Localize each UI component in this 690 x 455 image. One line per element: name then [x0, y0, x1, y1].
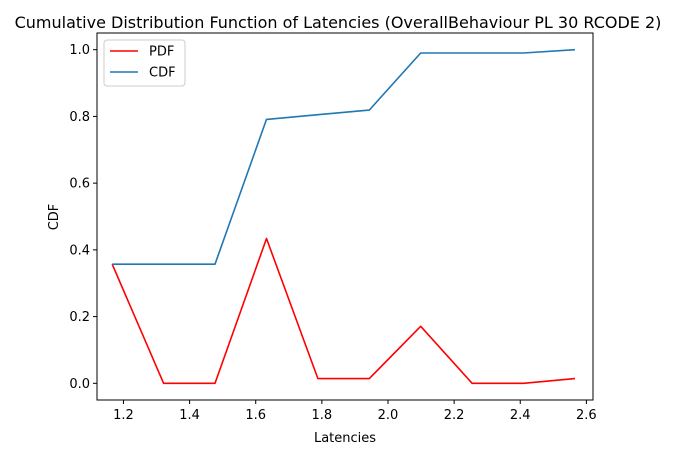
x-tick-label: 2.2: [444, 408, 465, 423]
x-tick-label: 2.0: [378, 408, 399, 423]
y-tick-label: 0.0: [69, 377, 90, 392]
chart-title: Cumulative Distribution Function of Late…: [15, 13, 662, 32]
y-tick-label: 0.4: [69, 243, 90, 258]
y-axis-ticks: 0.0 0.2 0.4 0.6 0.8 1.0: [69, 43, 97, 392]
y-tick-label: 0.8: [69, 110, 90, 125]
plot-frame: [96, 32, 594, 401]
x-tick-label: 2.4: [510, 408, 531, 423]
x-axis-ticks: 1.2 1.4 1.6 1.8 2.0 2.2 2.4 2.6: [113, 400, 597, 423]
x-tick-label: 2.6: [576, 408, 597, 423]
x-axis-label: Latencies: [314, 431, 376, 446]
y-tick-label: 0.6: [69, 177, 90, 192]
legend: PDF CDF: [103, 39, 186, 87]
series-line-cdf: [112, 48, 576, 266]
x-tick-label: 1.4: [179, 408, 200, 423]
y-axis-label: CDF: [47, 204, 62, 231]
y-tick-label: 1.0: [69, 43, 90, 58]
plot-area: [111, 48, 576, 385]
legend-label-cdf: CDF: [149, 66, 176, 81]
legend-label-pdf: PDF: [149, 45, 174, 60]
y-tick-label: 0.2: [69, 310, 90, 325]
x-tick-label: 1.2: [113, 408, 134, 423]
x-tick-label: 1.8: [312, 408, 333, 423]
series-line-pdf: [111, 237, 576, 385]
x-tick-label: 1.6: [245, 408, 266, 423]
